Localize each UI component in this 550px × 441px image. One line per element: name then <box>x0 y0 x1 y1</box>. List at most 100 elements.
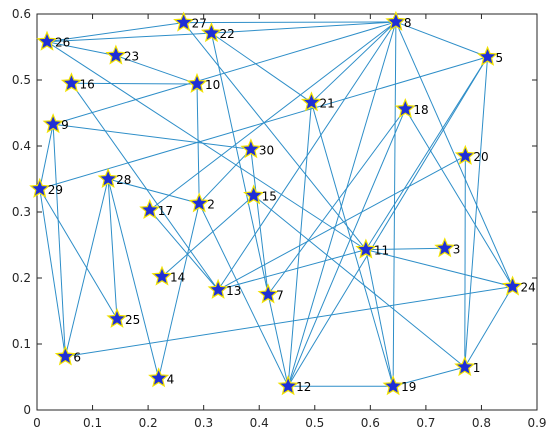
edge-26-11 <box>46 41 367 251</box>
node-marker-12 <box>277 375 299 396</box>
node-marker-24 <box>501 275 524 296</box>
y-tick-label: 0.5 <box>12 73 31 87</box>
x-tick-label: 0.7 <box>416 416 435 430</box>
edge-29-25 <box>39 188 118 320</box>
node-label-24: 24 <box>521 281 536 295</box>
edge-28-25 <box>107 178 118 319</box>
edge-28-2 <box>107 178 200 204</box>
node-label-8: 8 <box>404 16 412 30</box>
edge-10-2 <box>196 83 200 204</box>
node-marker-25 <box>106 307 128 328</box>
node-label-4: 4 <box>167 372 175 386</box>
edge-5-29 <box>39 56 488 190</box>
node-marker-10 <box>186 72 208 93</box>
node-marker-28 <box>97 167 119 188</box>
edge-11-19 <box>365 249 394 387</box>
edge-26-27 <box>46 22 184 43</box>
edge-29-9 <box>39 124 54 190</box>
edge-28-4 <box>107 178 160 379</box>
edge-8-5 <box>395 21 488 58</box>
edge-5-1 <box>464 56 489 368</box>
x-tick-label: 0.5 <box>305 416 324 430</box>
node-label-5: 5 <box>496 51 504 65</box>
edge-24-6 <box>65 286 513 358</box>
node-label-20: 20 <box>473 150 488 164</box>
node-label-6: 6 <box>73 351 81 365</box>
x-tick-label: 0.1 <box>83 416 102 430</box>
x-tick-label: 0.4 <box>250 416 269 430</box>
y-tick-label: 0.4 <box>12 139 31 153</box>
y-tick-label: 0.6 <box>12 7 31 21</box>
edge-22-8 <box>211 21 396 34</box>
edge-17-13 <box>149 209 219 291</box>
edge-20-13 <box>217 155 466 291</box>
edge-6-28 <box>64 178 109 357</box>
edge-20-1 <box>464 155 466 368</box>
node-label-10: 10 <box>205 78 220 92</box>
edge-13-11 <box>217 249 367 291</box>
edge-8-13 <box>217 21 397 291</box>
edge-layer <box>39 21 514 387</box>
node-label-9: 9 <box>61 118 69 132</box>
node-marker-21 <box>300 91 323 112</box>
edge-22-21 <box>211 32 312 103</box>
edge-21-12 <box>287 102 312 387</box>
edge-27-11 <box>183 22 367 250</box>
x-tick-labels: 0 0.1 0.2 0.3 0.4 0.5 0.6 0.7 0.8 0.9 <box>33 416 546 430</box>
node-marker-11 <box>355 238 377 259</box>
edge-26-22 <box>46 32 212 43</box>
node-label-29: 29 <box>48 183 63 197</box>
node-label-13: 13 <box>226 284 241 298</box>
node-marker-29 <box>29 177 51 198</box>
node-label-22: 22 <box>219 27 234 41</box>
edge-18-7 <box>267 108 406 295</box>
edge-5-12 <box>287 56 488 387</box>
node-label-25: 25 <box>125 313 140 327</box>
x-tick-label: 0 <box>33 416 41 430</box>
node-marker-2 <box>188 192 210 213</box>
node-marker-9 <box>42 113 64 134</box>
node-marker-7 <box>257 283 279 304</box>
node-marker-5 <box>476 45 499 66</box>
node-label-27: 27 <box>192 17 207 31</box>
node-marker-18 <box>394 97 416 119</box>
node-label-16: 16 <box>79 77 94 91</box>
edge-23-10 <box>115 55 198 85</box>
edge-30-7 <box>250 149 269 295</box>
node-label-12: 12 <box>296 380 311 394</box>
edge-27-8 <box>183 21 396 24</box>
edge-2-12 <box>198 203 289 387</box>
edge-16-10 <box>71 82 198 85</box>
edge-18-24 <box>404 108 513 287</box>
edge-8-9 <box>52 21 397 125</box>
edge-16-13 <box>71 83 219 291</box>
node-label-19: 19 <box>401 380 416 394</box>
edge-5-11 <box>365 56 488 250</box>
node-label-1: 1 <box>473 361 481 375</box>
edge-11-3 <box>365 247 445 251</box>
node-label-23: 23 <box>124 50 139 64</box>
node-marker-15 <box>243 184 265 205</box>
node-label-3: 3 <box>453 242 461 256</box>
node-marker-23 <box>105 44 127 65</box>
node-marker-20 <box>454 144 476 165</box>
node-marker-27 <box>173 11 195 32</box>
y-tick-label: 0.2 <box>12 271 31 285</box>
node-marker-3 <box>434 237 456 258</box>
edge-19-1 <box>392 366 465 387</box>
y-tick-labels: 0 0.1 0.2 0.3 0.4 0.5 0.6 <box>12 7 31 417</box>
node-label-14: 14 <box>170 271 185 285</box>
edge-29-6 <box>39 188 66 357</box>
edge-22-12 <box>210 33 289 387</box>
edge-11-24 <box>365 249 513 288</box>
node-label-7: 7 <box>276 289 284 303</box>
plot-frame <box>36 13 538 411</box>
node-marker-4 <box>148 367 170 388</box>
edge-9-30 <box>53 123 251 150</box>
y-tick-label: 0.1 <box>12 337 31 351</box>
edge-24-1 <box>464 286 513 368</box>
edge-8-21 <box>311 21 397 103</box>
node-marker-26 <box>36 30 58 51</box>
edge-15-1 <box>253 195 466 368</box>
